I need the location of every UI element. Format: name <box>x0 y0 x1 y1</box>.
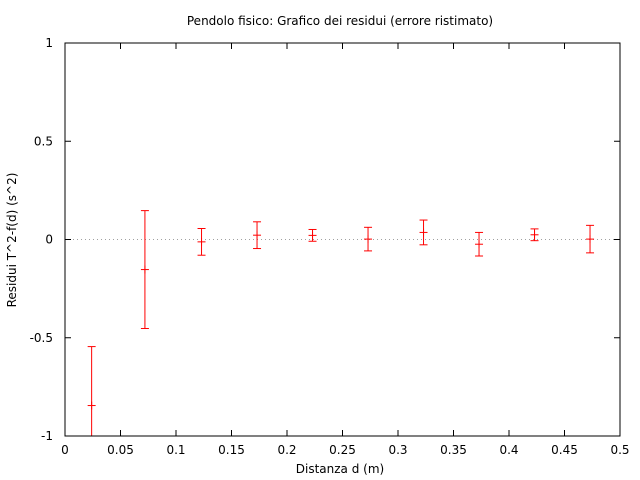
x-tick-label: 0.35 <box>440 443 467 457</box>
x-tick-label: 0.05 <box>107 443 134 457</box>
data-point <box>308 228 317 242</box>
data-points <box>87 210 595 436</box>
tick-labels: 0 0.05 0.1 0.15 0.2 0.25 0.3 0.35 0.4 0.45 0.5 -1 -0… <box>30 36 630 457</box>
y-tick-label: -0.5 <box>30 331 53 345</box>
data-point <box>530 228 539 242</box>
data-point <box>475 231 484 257</box>
y-axis-label: Residui T^2-f(d) (s^2) <box>5 173 19 308</box>
plot-frame <box>64 42 621 437</box>
x-axis-label: Distanza d (m) <box>296 462 384 476</box>
y-tick-label: 0.5 <box>34 134 53 148</box>
y-tick-label: 0 <box>45 233 53 247</box>
y-tick-label: 1 <box>45 36 53 50</box>
x-tick-label: 0.3 <box>388 443 407 457</box>
y-tick-label: -1 <box>41 429 53 443</box>
data-point <box>364 226 373 252</box>
data-point <box>197 227 206 256</box>
x-tick-label: 0.45 <box>551 443 578 457</box>
x-tick-label: 0.5 <box>610 443 629 457</box>
x-tick-label: 0.2 <box>277 443 296 457</box>
x-tick-label: 0 <box>61 443 69 457</box>
data-point <box>586 224 595 254</box>
axis-ticks <box>64 42 621 437</box>
x-tick-label: 0.15 <box>218 443 245 457</box>
data-point <box>87 346 96 436</box>
x-tick-label: 0.4 <box>499 443 518 457</box>
x-tick-label: 0.25 <box>329 443 356 457</box>
data-point <box>419 219 428 246</box>
x-tick-label: 0.1 <box>166 443 185 457</box>
chart-title: Pendolo fisico: Grafico dei residui (err… <box>187 14 493 28</box>
data-point <box>140 210 149 330</box>
data-point <box>253 221 262 250</box>
